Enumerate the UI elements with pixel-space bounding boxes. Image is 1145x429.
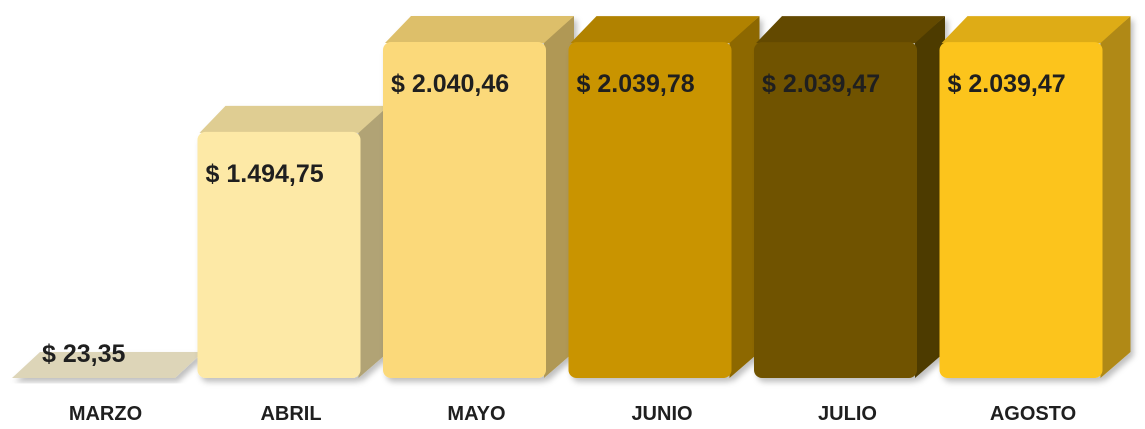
bar-julio — [754, 16, 945, 378]
bar-abril-side — [358, 105, 389, 378]
bar-julio-top — [756, 16, 945, 44]
bar-agosto-top — [941, 16, 1131, 44]
value-label-abril: $ 1.494,75 — [206, 160, 324, 188]
value-label-mayo: $ 2.040,46 — [391, 70, 509, 98]
bar-mayo-top — [385, 16, 574, 43]
bar-julio-side — [915, 16, 945, 378]
bar-mayo-front — [383, 42, 546, 378]
category-label-junio: JUNIO — [631, 403, 692, 425]
value-label-agosto: $ 2.039,47 — [948, 70, 1066, 98]
category-labels-group: MARZO ABRIL MAYO JUNIO JULIO AGOSTO — [69, 403, 1076, 425]
bar-abril — [197, 105, 389, 378]
bar-junio-side — [729, 16, 760, 379]
value-label-julio: $ 2.039,47 — [762, 70, 880, 98]
bar-abril-front — [197, 131, 361, 378]
bar-marzo — [12, 352, 203, 378]
bar-julio-front — [754, 42, 917, 378]
bar-agosto — [939, 16, 1131, 378]
value-labels-group: $ 23,35 $ 1.494,75 $ 2.040,46 $ 2.039,78 $ 2… — [42, 70, 1066, 368]
bar-mayo — [383, 16, 574, 378]
bar-junio-top — [570, 16, 760, 44]
value-label-junio: $ 2.039,78 — [577, 70, 695, 98]
bar-agosto-front — [939, 42, 1103, 378]
bar-mayo-side — [544, 16, 574, 378]
value-label-marzo: $ 23,35 — [42, 340, 126, 368]
category-label-marzo: MARZO — [69, 403, 142, 425]
bar-agosto-side — [1100, 16, 1131, 378]
category-label-agosto: AGOSTO — [990, 403, 1076, 425]
bars-group — [12, 16, 1131, 379]
bar-abril-top — [199, 105, 389, 133]
bar-junio — [568, 16, 760, 379]
category-label-abril: ABRIL — [260, 403, 321, 425]
category-label-julio: JULIO — [818, 403, 877, 425]
bar-marzo-slab — [12, 352, 203, 378]
category-label-mayo: MAYO — [447, 403, 505, 425]
bar-junio-front — [568, 42, 732, 379]
